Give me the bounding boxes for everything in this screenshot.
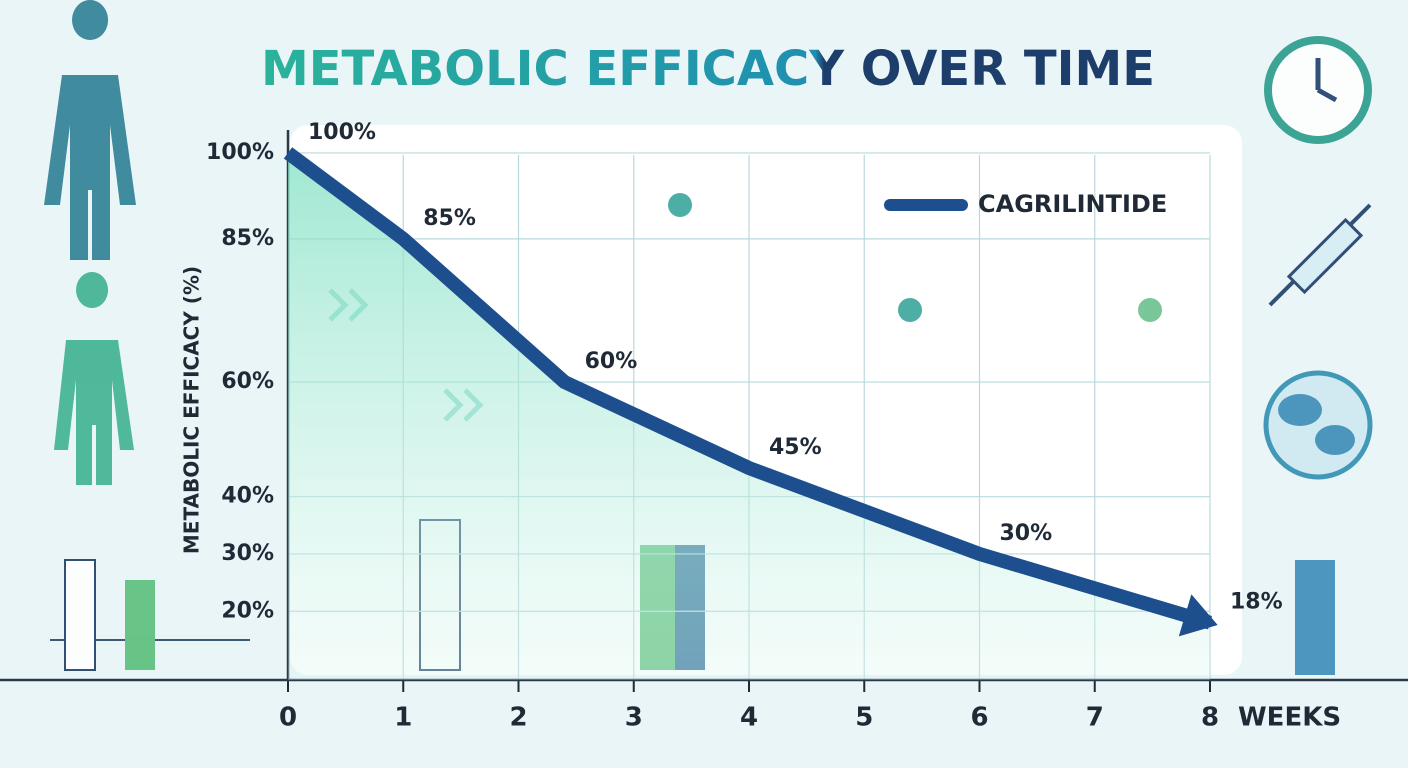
data-label: 18% <box>1230 590 1283 615</box>
legend-label: CAGRILINTIDE <box>978 190 1167 218</box>
data-label: 30% <box>1000 521 1053 546</box>
x-tick-label: 8 <box>1201 703 1219 733</box>
x-tick-label: 0 <box>279 703 297 733</box>
x-tick-label: 3 <box>625 703 643 733</box>
x-tick-label: 5 <box>855 703 873 733</box>
data-label: 100% <box>308 120 376 145</box>
line <box>283 147 1213 630</box>
arrowhead <box>1178 594 1218 637</box>
y-tick-label: 40% <box>221 484 274 509</box>
area <box>288 152 1210 680</box>
data-label: 60% <box>585 349 638 374</box>
x-tick-label: 2 <box>509 703 527 733</box>
x-tick-label: 7 <box>1086 703 1104 733</box>
data-label: 85% <box>423 206 476 231</box>
data-label: 45% <box>769 435 822 460</box>
x-tick-label: 6 <box>970 703 988 733</box>
x-tick-label: 4 <box>740 703 758 733</box>
x-tick-label: 1 <box>394 703 412 733</box>
y-tick-label: 60% <box>221 369 274 394</box>
y-tick-label: 30% <box>221 541 274 566</box>
y-tick-label: 85% <box>221 226 274 251</box>
y-tick-label: 100% <box>206 140 274 165</box>
chart-title: METABOLIC EFFICACY OVER TIME <box>261 41 1155 97</box>
y-tick-label: 20% <box>221 598 274 623</box>
x-axis-title: WEEKS <box>1238 703 1341 733</box>
y-axis-title: METABOLIC EFFICACY (%) <box>180 266 204 554</box>
